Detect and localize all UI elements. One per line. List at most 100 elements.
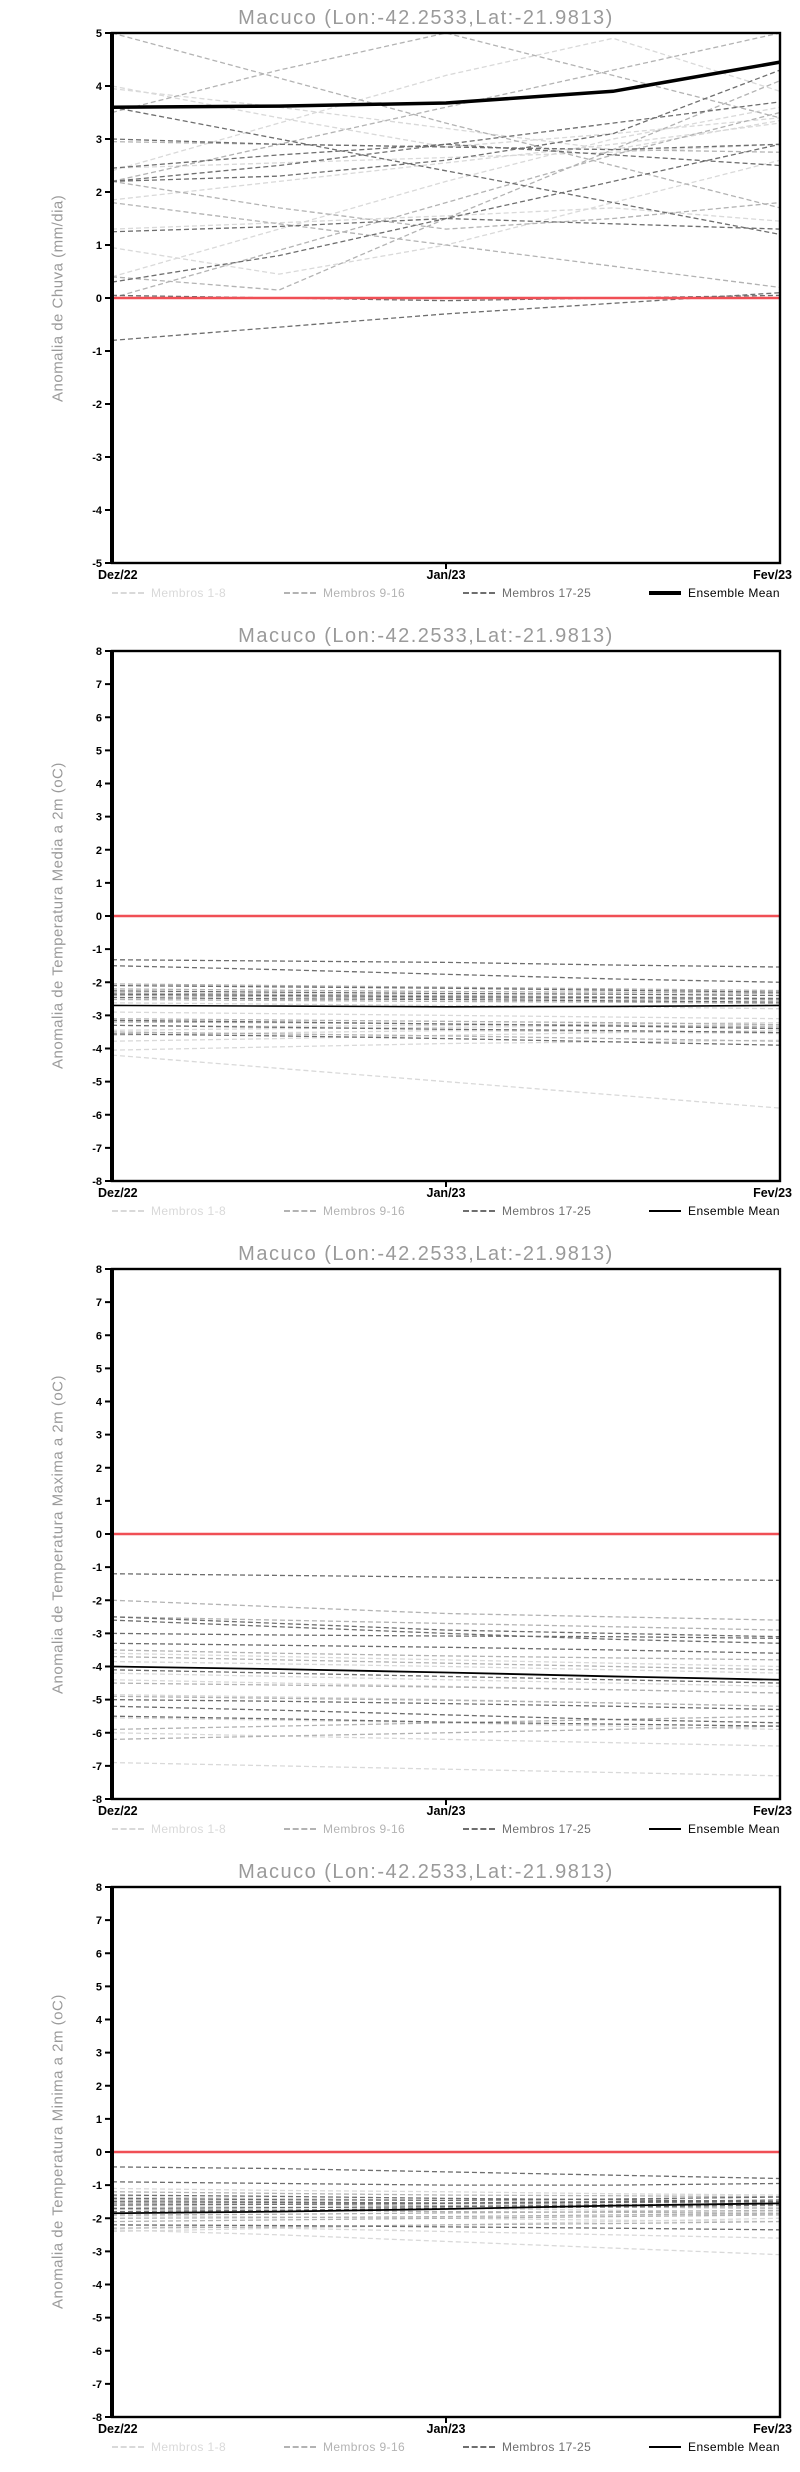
legend-dashed-line-swatch	[462, 2446, 495, 2448]
member-line	[111, 1619, 781, 1644]
legend: Membros 1-8 Membros 9-16 Membros 17-25 Ense…	[112, 1822, 780, 1836]
member-line	[111, 1029, 781, 1042]
legend-item: Membros 9-16	[283, 1822, 405, 1836]
member-line	[111, 1652, 781, 1668]
legend-label: Membros 9-16	[322, 586, 406, 600]
member-line	[111, 1632, 781, 1639]
legend-solid-line-swatch	[649, 2446, 682, 2448]
member-line	[111, 1039, 781, 1051]
member-line	[111, 2220, 781, 2229]
x-tick-label: Fev/23	[753, 568, 792, 582]
member-line	[111, 1695, 781, 1707]
member-line	[111, 141, 781, 153]
y-tick-label: -5	[92, 558, 102, 570]
legend-label: Membros 17-25	[501, 2440, 592, 2454]
member-line	[111, 1616, 781, 1638]
member-line	[111, 1725, 781, 1741]
y-tick-label: 1	[96, 878, 102, 890]
member-line	[111, 180, 781, 230]
y-tick-label: -1	[92, 2180, 102, 2192]
member-line	[111, 992, 781, 999]
y-tick-label: -4	[92, 1662, 103, 1674]
member-line	[111, 2166, 781, 2180]
member-line	[111, 2224, 781, 2231]
member-line	[111, 2229, 781, 2256]
member-line	[111, 1669, 781, 1684]
member-line	[111, 32, 781, 119]
y-tick-label: -3	[92, 2246, 102, 2258]
x-tick-label: Dez/22	[98, 1804, 138, 1818]
legend-label: Membros 9-16	[322, 1204, 406, 1218]
legend-label: Membros 17-25	[501, 1204, 592, 1218]
legend-solid-line-swatch	[649, 1828, 682, 1830]
member-line	[111, 2208, 781, 2214]
y-tick-label: -1	[92, 944, 102, 956]
legend-label: Ensemble Mean	[688, 2440, 780, 2454]
y-tick-label: 4	[96, 2015, 103, 2027]
y-tick-label: 2	[96, 1463, 102, 1475]
y-tick-label: -6	[92, 2346, 102, 2358]
y-tick-label: 2	[96, 845, 102, 857]
y-tick-label: 3	[96, 134, 102, 146]
member-line	[111, 996, 781, 1003]
y-tick-label: -8	[92, 1794, 102, 1806]
y-tick-label: 1	[96, 1496, 102, 1508]
legend-dashed-line-swatch	[112, 2446, 144, 2448]
member-line	[111, 988, 781, 995]
y-tick-label: 0	[96, 911, 102, 923]
y-tick-label: -6	[92, 1728, 102, 1740]
member-line	[111, 1672, 781, 1688]
legend-label: Ensemble Mean	[688, 586, 780, 600]
y-tick-label: -2	[92, 1595, 102, 1607]
y-tick-label: 4	[96, 779, 103, 791]
y-tick-label: -3	[92, 1010, 102, 1022]
legend-item: Membros 1-8	[112, 2440, 226, 2454]
chart-panel-chuva: Macuco (Lon:-42.2533,Lat:-21.9813) Anoma…	[0, 0, 800, 618]
y-tick-label: -1	[92, 346, 102, 358]
member-line	[111, 983, 781, 992]
y-tick-label: 2	[96, 2081, 102, 2093]
member-line	[111, 122, 781, 201]
legend-dashed-line-swatch	[283, 1210, 316, 1212]
member-line	[111, 1019, 781, 1030]
member-line	[111, 1033, 781, 1046]
legend: Membros 1-8 Membros 9-16 Membros 17-25 Ense…	[112, 2440, 780, 2454]
member-line	[111, 994, 781, 1001]
plot-svg: -8 -7 -6 -5 -4 -3 -2 -1 0 1 2 3 4 5 6 7 8 Dez/22 Jan/23 Fev…	[92, 1264, 792, 1818]
y-tick-label: 1	[96, 2114, 102, 2126]
y-tick-label: -1	[92, 1562, 102, 1574]
member-line	[111, 2209, 781, 2216]
y-tick-label: 3	[96, 1430, 102, 1442]
member-line	[111, 1018, 781, 1026]
legend-label: Membros 1-8	[151, 1822, 227, 1836]
legend-dashed-line-swatch	[112, 1210, 144, 1212]
legend-solid-line-swatch	[649, 1210, 682, 1212]
member-line	[111, 1682, 781, 1694]
y-tick-label: 0	[96, 1529, 102, 1541]
member-line	[111, 1761, 781, 1777]
chart-panel-temp-maxima: Macuco (Lon:-42.2533,Lat:-21.9813) Anoma…	[0, 1236, 800, 1854]
y-tick-label: -7	[92, 2379, 102, 2391]
legend-label: Membros 1-8	[151, 586, 227, 600]
y-tick-label: 5	[96, 28, 102, 40]
member-line	[111, 2191, 781, 2198]
ensemble-mean-line	[111, 2202, 781, 2215]
ensemble-mean-line	[111, 1665, 781, 1681]
legend-item: Membros 1-8	[112, 586, 226, 600]
member-line	[111, 88, 781, 151]
member-line	[111, 292, 781, 342]
member-line	[111, 998, 781, 1005]
ensemble-mean-line	[111, 1004, 781, 1008]
y-tick-label: -8	[92, 1176, 102, 1188]
x-tick-label: Dez/22	[98, 568, 138, 582]
member-line	[111, 1011, 781, 1020]
y-tick-label: 8	[96, 1882, 102, 1894]
legend-item: Ensemble Mean	[649, 1204, 780, 1218]
y-tick-label: 7	[96, 1297, 102, 1309]
legend-label: Ensemble Mean	[688, 1822, 780, 1836]
legend-item: Ensemble Mean	[649, 2440, 780, 2454]
legend-dashed-line-swatch	[283, 592, 316, 594]
y-tick-label: -3	[92, 452, 102, 464]
y-tick-label: -5	[92, 1077, 102, 1089]
legend-item: Ensemble Mean	[649, 1822, 780, 1836]
